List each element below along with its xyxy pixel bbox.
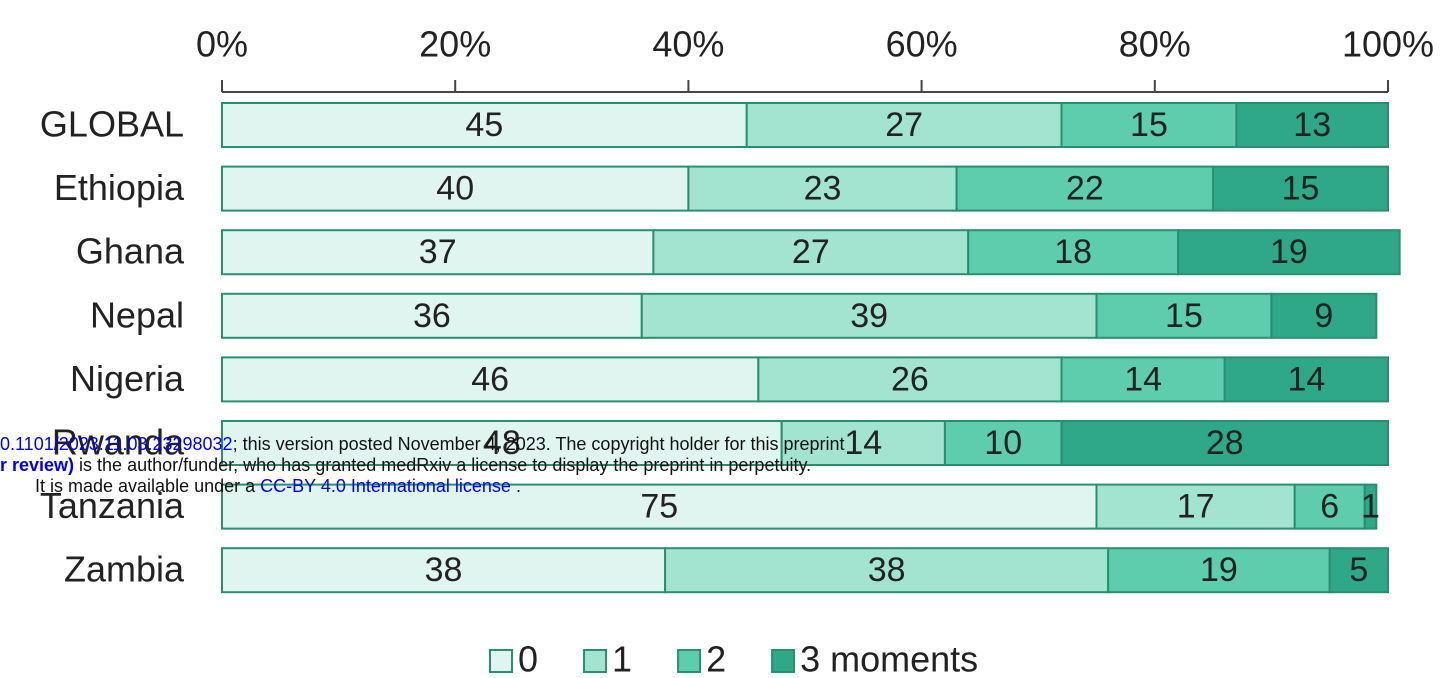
legend-swatch [583,649,608,673]
data-label: 13 [1293,106,1331,144]
data-label: 45 [465,106,503,144]
x-tick-label: 0% [196,24,248,65]
data-label: 6 [1320,488,1339,526]
x-tick-label: 80% [1119,24,1191,65]
data-label: 75 [640,488,678,526]
legend-label: 3 moments [800,639,978,678]
overlay-link: 0.1101/2023.11.03.23298032 [0,434,233,454]
bar-segment [1363,483,1378,530]
data-label: 48 [483,424,521,462]
data-label: 1 [1361,488,1380,526]
bar-segment [1293,483,1366,530]
bar-segment [1270,292,1378,339]
data-label: 17 [1177,488,1215,526]
x-tick-label: 40% [652,24,724,65]
data-label: 22 [1066,170,1104,208]
overlay-link: r review) [0,455,74,475]
overlay-span: It is made available under a [35,476,260,496]
category-label: Ethiopia [54,167,185,208]
category-label: Nigeria [70,358,185,399]
legend-label: 1 [612,639,632,678]
overlay-link: CC-BY 4.0 International license [260,476,511,496]
category-label: Nepal [90,294,184,335]
data-label: 5 [1349,551,1368,589]
category-label: Tanzania [40,485,185,526]
bar-segment [221,102,748,148]
bar-segment [221,547,667,594]
overlay-span: is the author/funder, who has granted me… [74,455,811,475]
bar-segment [1060,420,1390,466]
data-label: 9 [1314,297,1333,335]
data-label: 10 [984,424,1022,462]
data-label: 19 [1270,233,1308,271]
bar-segment [745,102,1063,148]
data-label: 14 [844,424,882,462]
bar-segment [1060,102,1238,148]
overlay-text: r review) is the author/funder, who has … [0,455,811,475]
category-label: GLOBAL [40,104,184,145]
bar-segment [640,292,1098,339]
bar-segment [221,356,760,403]
data-label: 46 [471,360,509,398]
bar-segment [1328,547,1389,594]
data-label: 37 [419,233,457,271]
legend-label: 2 [706,639,726,678]
bar-segment [687,165,958,212]
data-label: 15 [1165,297,1203,335]
bar-segment [221,292,643,339]
overlay-span: . [511,476,521,496]
data-label: 27 [792,233,830,271]
data-label: 23 [804,170,842,208]
bar-segment [221,420,783,466]
bar-segment [221,165,690,212]
legend-swatch [489,649,513,673]
data-label: 26 [891,360,929,398]
bar-segment [1223,356,1390,403]
legend-swatch [771,649,796,673]
bar-segment [221,229,655,276]
bar-segment [1095,483,1296,530]
bar-segment [967,229,1180,276]
data-label: 27 [885,106,923,144]
x-tick-label: 20% [419,24,491,65]
overlay-span: ; this version posted November 4, 2023. … [233,434,845,454]
bar-segment [1177,229,1401,276]
category-label: Ghana [76,231,185,272]
data-label: 36 [413,297,451,335]
bar-segment [780,420,946,466]
data-label: 15 [1282,170,1320,208]
overlay-text: 0.1101/2023.11.03.23298032; this version… [0,434,845,454]
bar-segment [1212,165,1389,212]
data-label: 40 [436,170,474,208]
data-label: 14 [1287,360,1325,398]
category-label: Zambia [64,549,185,590]
legend-label: 0 [518,639,538,678]
overlay-text: It is made available under a CC-BY 4.0 I… [35,476,521,496]
data-label: 38 [868,551,906,589]
data-label: 15 [1130,106,1168,144]
data-label: 38 [425,551,463,589]
data-label: 39 [850,297,888,335]
bar-segment [1107,547,1331,594]
x-tick-label: 100% [1342,24,1434,65]
bar-segment [1060,356,1226,403]
data-label: 18 [1054,233,1092,271]
data-label: 28 [1206,424,1244,462]
data-label: 19 [1200,551,1238,589]
data-label: 14 [1124,360,1162,398]
bar-segment [1235,102,1390,148]
category-label: Rwanda [52,422,185,463]
legend-swatch [677,649,702,673]
x-tick-label: 60% [886,24,958,65]
